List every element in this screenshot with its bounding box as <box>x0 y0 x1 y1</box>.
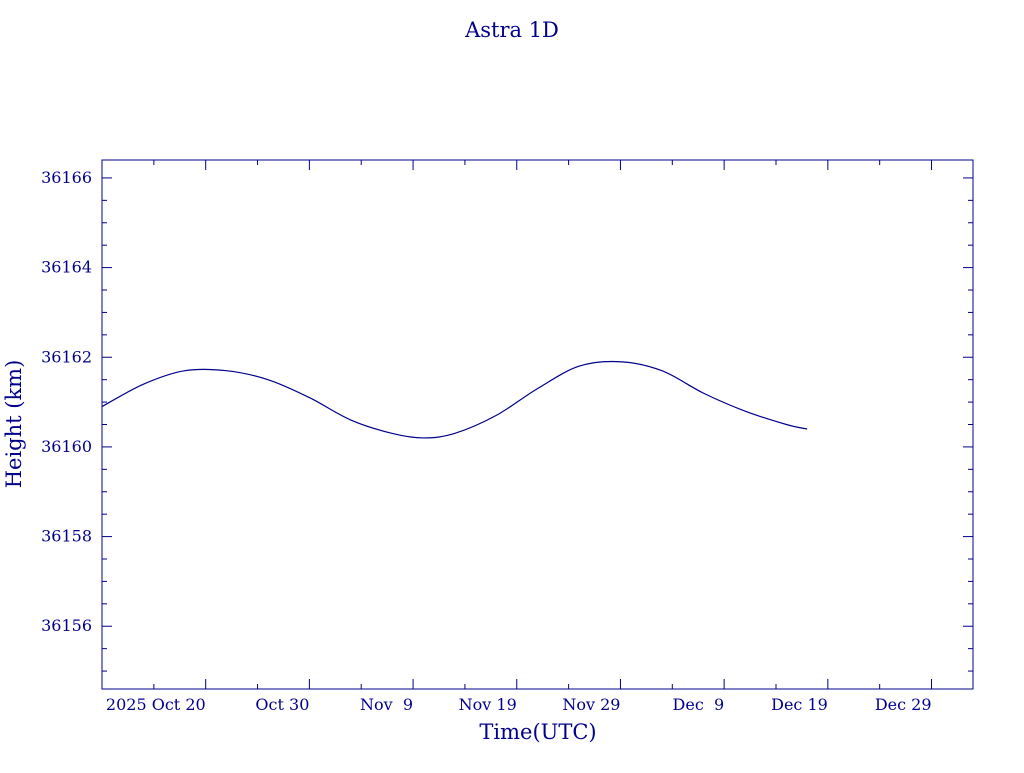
x-axis-ticks <box>153 160 933 689</box>
plot-frame <box>101 159 974 690</box>
x-tick-label: Nov 29 <box>562 695 620 714</box>
y-tick-label: 36158 <box>41 527 92 546</box>
series-line <box>101 360 808 439</box>
y-tick-label: 36156 <box>41 616 92 635</box>
series-layer <box>101 360 808 439</box>
x-axis-tick-labels: 2025 Oct 20 Oct 30 Nov 9 Nov 19 Nov 29 Dec 9 D… <box>106 695 932 714</box>
y-axis-label: Height (km) <box>2 360 26 489</box>
y-axis-tick-labels: 36156 36158 36160 36162 36164 36166 <box>41 168 92 635</box>
x-tick-label: Nov 9 <box>360 695 413 714</box>
x-axis-label: Time(UTC) <box>479 720 596 744</box>
y-tick-label: 36166 <box>41 168 92 187</box>
x-tick-label: Oct 30 <box>255 695 309 714</box>
chart-title: Astra 1D <box>464 18 559 42</box>
y-tick-label: 36162 <box>41 347 92 366</box>
x-tick-label: 2025 Oct 20 <box>106 695 206 714</box>
y-axis-ticks <box>102 177 973 672</box>
x-tick-label: Dec 9 <box>673 695 725 714</box>
x-tick-label: Dec 29 <box>875 695 932 714</box>
x-tick-label: Dec 19 <box>771 695 828 714</box>
y-tick-label: 36164 <box>41 258 92 277</box>
x-tick-label: Nov 19 <box>459 695 517 714</box>
y-tick-label: 36160 <box>41 437 92 456</box>
